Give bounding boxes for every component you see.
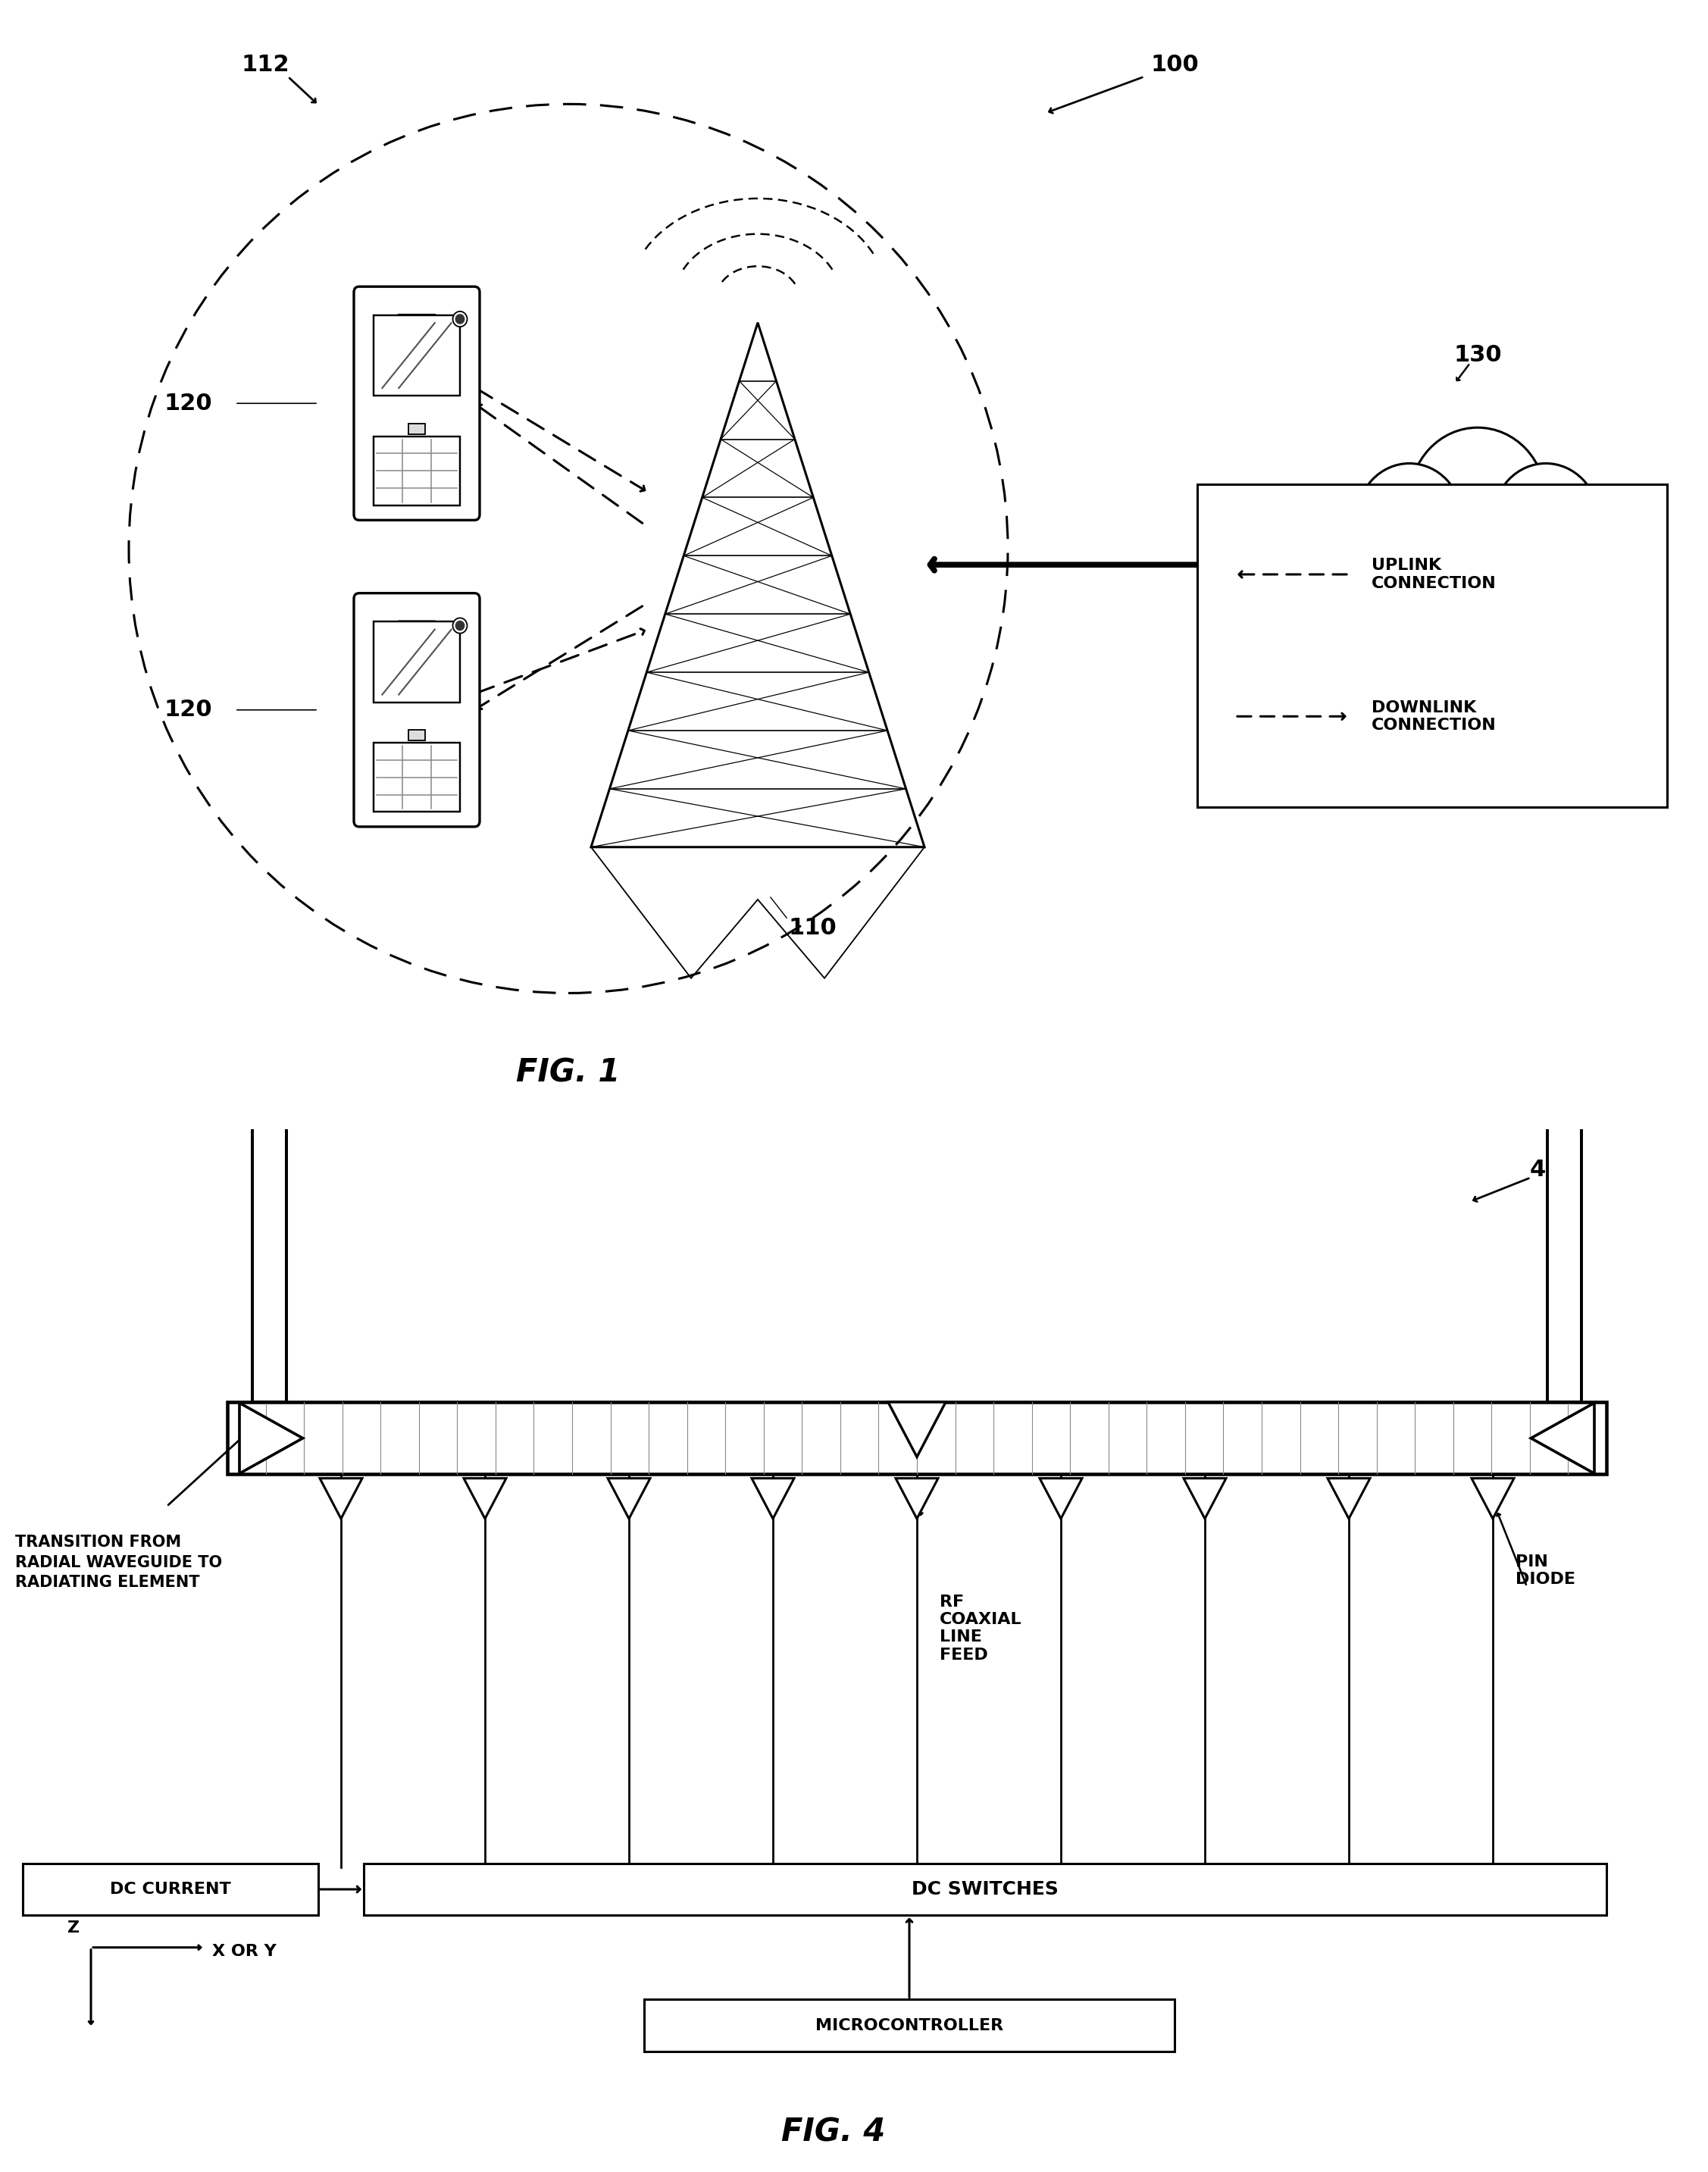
Bar [374, 437, 459, 506]
Text: MICROCONTROLLER: MICROCONTROLLER [815, 2018, 1003, 2033]
FancyBboxPatch shape [398, 315, 436, 326]
Circle shape [453, 619, 468, 634]
Text: FIG. 1: FIG. 1 [516, 1058, 620, 1088]
Bar [644, 2000, 1175, 2053]
Bar [1547, 1064, 1582, 1403]
Bar [253, 1064, 285, 1403]
Circle shape [456, 315, 465, 324]
Polygon shape [465, 1479, 506, 1518]
Circle shape [1436, 550, 1518, 636]
Text: DOWNLINK
CONNECTION: DOWNLINK CONNECTION [1372, 699, 1496, 732]
Bar [364, 1864, 1607, 1916]
FancyBboxPatch shape [354, 287, 480, 519]
Bar [374, 743, 459, 812]
Bar [408, 730, 425, 741]
Circle shape [1493, 463, 1599, 576]
Text: 120: 120 [164, 699, 212, 721]
Circle shape [1518, 539, 1600, 626]
Text: DC SWITCHES: DC SWITCHES [912, 1881, 1059, 1898]
Text: 100: 100 [1151, 54, 1199, 76]
Circle shape [1356, 463, 1462, 576]
Polygon shape [608, 1479, 651, 1518]
Text: 130: 130 [1454, 343, 1501, 365]
Polygon shape [895, 1479, 938, 1518]
Text: Z: Z [67, 1920, 80, 1935]
Polygon shape [752, 1479, 794, 1518]
Bar [1197, 484, 1667, 806]
Polygon shape [1472, 1479, 1513, 1518]
Text: FIG. 4: FIG. 4 [782, 2116, 885, 2148]
Bar [374, 315, 459, 395]
Polygon shape [1040, 1479, 1083, 1518]
Text: UPLINK
CONNECTION: UPLINK CONNECTION [1372, 558, 1496, 591]
Polygon shape [1184, 1479, 1226, 1518]
Circle shape [453, 311, 468, 326]
Text: 110: 110 [787, 917, 837, 938]
Text: DC CURRENT: DC CURRENT [109, 1881, 231, 1896]
Text: TRANSITION FROM
RADIAL WAVEGUIDE TO
RADIATING ELEMENT: TRANSITION FROM RADIAL WAVEGUIDE TO RADI… [15, 1536, 222, 1590]
Circle shape [1546, 506, 1628, 593]
Bar [22, 1864, 318, 1916]
Text: 400: 400 [1529, 1158, 1578, 1182]
Polygon shape [239, 1403, 302, 1473]
Text: 112: 112 [241, 54, 289, 76]
Polygon shape [1530, 1403, 1594, 1473]
Text: PIN
DIODE: PIN DIODE [1515, 1555, 1575, 1588]
Text: RF
COAXIAL
LINE
FEED: RF COAXIAL LINE FEED [939, 1594, 1021, 1662]
Polygon shape [888, 1403, 946, 1457]
Circle shape [1327, 506, 1409, 593]
Text: X OR Y: X OR Y [212, 1944, 277, 1959]
Circle shape [1409, 428, 1546, 573]
Circle shape [456, 621, 465, 630]
Polygon shape [319, 1479, 362, 1518]
Circle shape [1354, 539, 1436, 626]
Bar [227, 1403, 1607, 1475]
Bar [374, 621, 459, 702]
Text: BACKHAUL
NETWORK: BACKHAUL NETWORK [1423, 539, 1532, 578]
FancyBboxPatch shape [354, 593, 480, 828]
Polygon shape [1327, 1479, 1370, 1518]
Text: 120: 120 [164, 393, 212, 415]
Bar [408, 424, 425, 434]
FancyBboxPatch shape [398, 621, 436, 632]
